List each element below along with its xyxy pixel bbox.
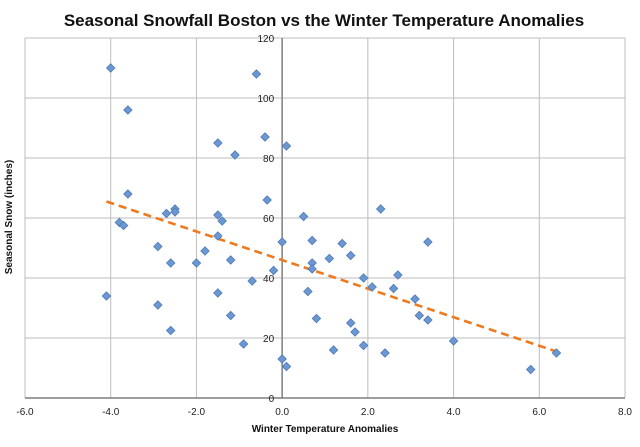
data-point bbox=[380, 348, 390, 358]
axes bbox=[25, 38, 625, 399]
data-point bbox=[303, 286, 313, 297]
data-point bbox=[345, 250, 356, 261]
data-point bbox=[170, 207, 180, 217]
gridlines bbox=[24, 37, 626, 398]
data-point bbox=[165, 258, 176, 268]
y-tick-label: 0 bbox=[269, 394, 275, 405]
data-point bbox=[238, 339, 249, 349]
y-tick-label: 100 bbox=[257, 94, 274, 105]
data-point bbox=[260, 132, 270, 142]
data-point bbox=[337, 238, 347, 249]
y-tick-label: 120 bbox=[257, 34, 274, 45]
data-point bbox=[448, 336, 459, 346]
data-point bbox=[367, 282, 377, 292]
data-point bbox=[423, 315, 433, 325]
data-point bbox=[123, 105, 133, 115]
x-tick-label: 6.0 bbox=[532, 407, 546, 418]
data-point bbox=[165, 325, 176, 336]
data-point bbox=[551, 348, 562, 358]
data-points bbox=[101, 63, 562, 375]
x-tick-label: 2.0 bbox=[361, 407, 375, 418]
data-point bbox=[262, 195, 272, 205]
data-point bbox=[375, 204, 386, 214]
data-point bbox=[213, 138, 223, 148]
data-point bbox=[247, 276, 257, 286]
data-point bbox=[414, 310, 425, 321]
data-point bbox=[388, 283, 399, 294]
data-point bbox=[277, 354, 287, 364]
x-tick-label: -6.0 bbox=[16, 407, 34, 418]
data-point bbox=[350, 327, 360, 337]
y-tick-label: 60 bbox=[263, 214, 275, 225]
data-point bbox=[358, 340, 369, 351]
data-point bbox=[410, 294, 420, 304]
data-point bbox=[423, 237, 433, 247]
y-axis-title: Seasonal Snow (inches) bbox=[4, 160, 15, 274]
data-point bbox=[393, 270, 403, 280]
data-point bbox=[230, 150, 240, 160]
data-point bbox=[311, 313, 322, 324]
data-point bbox=[358, 273, 369, 283]
data-point bbox=[161, 208, 172, 219]
data-point bbox=[324, 253, 335, 264]
data-point bbox=[213, 288, 223, 298]
data-point bbox=[281, 141, 292, 151]
data-point bbox=[225, 255, 236, 265]
x-tick-label: 4.0 bbox=[447, 407, 461, 418]
data-point bbox=[277, 237, 287, 247]
data-point bbox=[213, 210, 223, 220]
data-point bbox=[217, 216, 227, 226]
trendline bbox=[106, 200, 557, 353]
data-point bbox=[525, 364, 536, 375]
y-tick-label: 40 bbox=[263, 274, 275, 285]
tick-labels: -6.0 -4.0 -2.0 0.0 2.0 4.0 6.0 8.0 0 20 40 60 80 100 1… bbox=[16, 34, 632, 418]
data-point bbox=[191, 258, 202, 268]
x-tick-label: -4.0 bbox=[102, 407, 120, 418]
data-point bbox=[153, 241, 163, 252]
data-point bbox=[268, 265, 279, 276]
data-point bbox=[225, 310, 236, 321]
data-point bbox=[123, 189, 133, 199]
data-point bbox=[200, 246, 210, 256]
trendline-layer bbox=[106, 200, 557, 353]
data-point bbox=[118, 220, 129, 231]
data-point bbox=[213, 231, 223, 241]
data-point bbox=[153, 300, 163, 310]
y-tick-label: 80 bbox=[263, 154, 275, 165]
data-point bbox=[345, 318, 356, 328]
data-point bbox=[328, 345, 339, 355]
data-point bbox=[101, 291, 112, 301]
chart-title: Seasonal Snowfall Boston vs the Winter T… bbox=[64, 11, 584, 30]
data-point bbox=[251, 69, 262, 79]
data-point bbox=[307, 264, 317, 274]
data-point bbox=[298, 211, 309, 222]
data-point bbox=[281, 361, 292, 372]
x-axis-title: Winter Temperature Anomalies bbox=[252, 424, 399, 435]
x-tick-label: 0.0 bbox=[275, 407, 289, 418]
x-tick-label: -2.0 bbox=[188, 407, 206, 418]
data-point bbox=[307, 235, 317, 246]
x-tick-label: 8.0 bbox=[618, 407, 632, 418]
data-point bbox=[105, 63, 116, 73]
y-tick-label: 20 bbox=[263, 334, 275, 345]
data-point bbox=[114, 217, 125, 228]
